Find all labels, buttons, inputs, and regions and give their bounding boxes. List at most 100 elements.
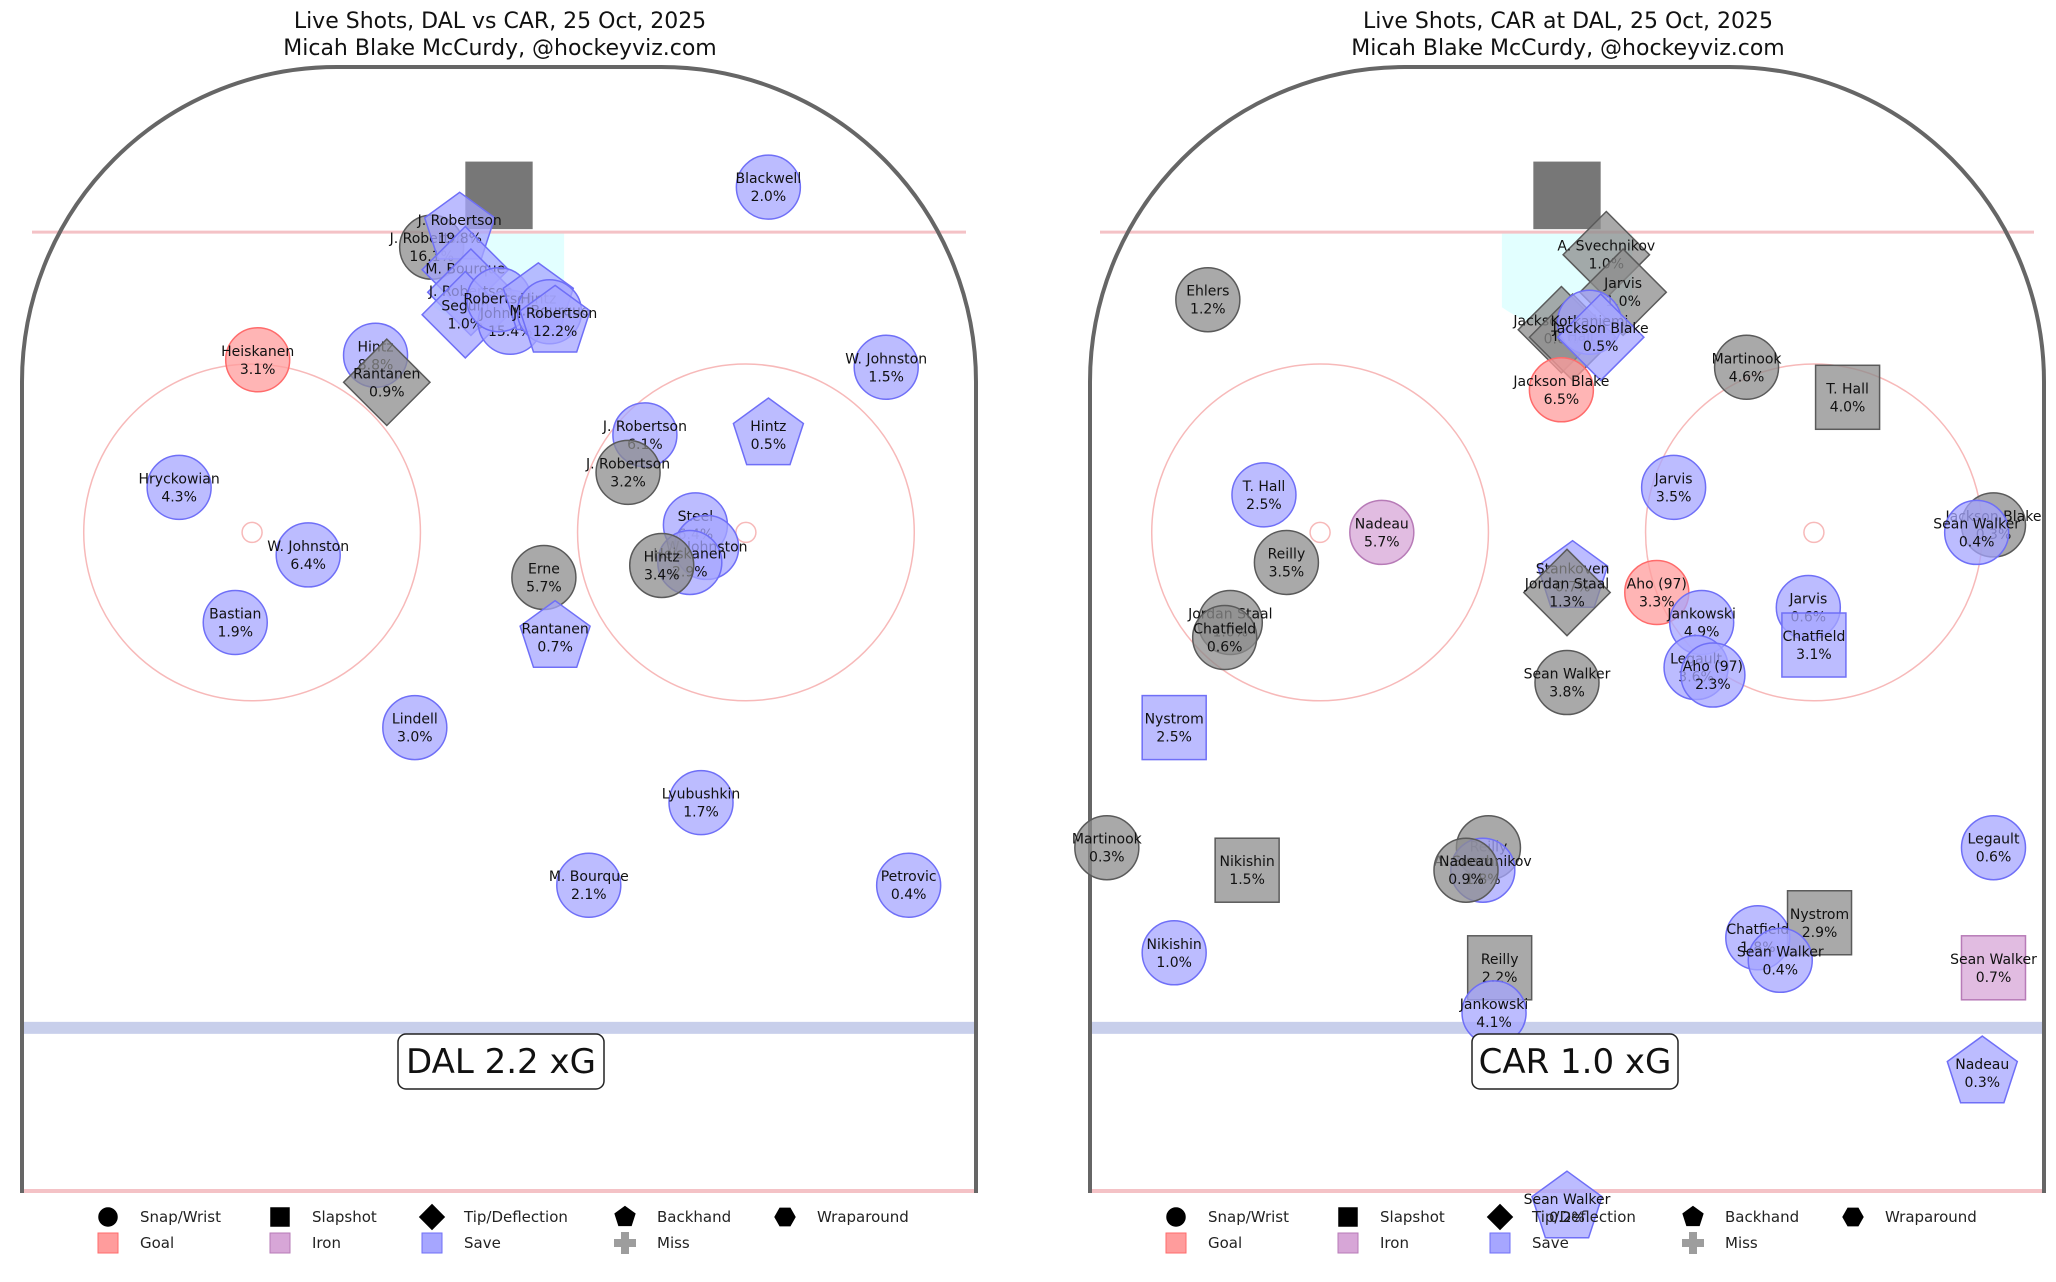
shot-player-label: Jackson Blake bbox=[1512, 374, 1609, 390]
shot-37: Sean Walker 0.7% bbox=[1950, 935, 2037, 1001]
shot-36: Sean Walker 0.4% bbox=[1737, 927, 1824, 994]
shot-player-label: Martinook bbox=[1712, 351, 1783, 367]
legend-item-circle: Snap/Wrist bbox=[1166, 1207, 1289, 1227]
legend: Snap/Wrist Slapshot Tip/Deflection Backhand… bbox=[1165, 1203, 1977, 1254]
shot-xg-label: 5.7% bbox=[1364, 534, 1400, 550]
shot-xg-label: 3.1% bbox=[1796, 647, 1832, 663]
shot-player-label: M. Bourque bbox=[549, 869, 629, 885]
shot-player-label: Hintz bbox=[750, 419, 786, 435]
legend-label: Iron bbox=[1380, 1234, 1409, 1252]
shot-player-label: Sean Walker bbox=[1737, 944, 1824, 960]
chart-subtitle: Micah Blake McCurdy, @hockeyviz.com bbox=[283, 36, 716, 61]
shot-marker bbox=[146, 454, 212, 521]
shot-markers: J. Robertson16.1%J. Robertson19.8%M. Bou… bbox=[139, 154, 942, 918]
shot-28: Martinook 0.3% bbox=[1072, 814, 1143, 881]
shot-marker bbox=[1528, 357, 1595, 423]
shot-15: Reilly 3.5% bbox=[1253, 529, 1320, 596]
shot-player-label: J. Robertson bbox=[417, 213, 502, 229]
shot-32: Nadeau 0.9% bbox=[1433, 837, 1499, 903]
shot-player-label: Hryckowian bbox=[139, 471, 220, 487]
legend-item-square: Slapshot bbox=[270, 1207, 377, 1227]
shot-player-label: Sean Walker bbox=[1950, 952, 2037, 968]
plus-icon bbox=[1682, 1232, 1704, 1254]
shot-xg-label: 0.9% bbox=[369, 384, 405, 400]
legend-item-pentagon: Backhand bbox=[1682, 1205, 1799, 1227]
shot-player-label: J. Robertson bbox=[585, 456, 670, 472]
shot-13: Hryckowian 4.3% bbox=[139, 454, 220, 521]
shot-33: Legault 0.6% bbox=[1960, 814, 2027, 881]
shot-14: Nadeau 5.7% bbox=[1349, 499, 1415, 566]
shot-marker bbox=[1680, 642, 1746, 708]
chart-title: Live Shots, CAR at DAL, 25 Oct, 2025 bbox=[1363, 9, 1773, 34]
shot-xg-label: 1.5% bbox=[868, 369, 904, 385]
shot-player-label: W. Johnston bbox=[267, 539, 349, 555]
boards bbox=[20, 65, 978, 1193]
xg-total-label: CAR 1.0 xG bbox=[1479, 1042, 1672, 1082]
legend: Snap/Wrist Slapshot Tip/Deflection Backhand… bbox=[97, 1203, 909, 1254]
shot-18: W. Johnston 1.5% bbox=[845, 334, 927, 401]
shot-7: Ehlers 1.2% bbox=[1175, 266, 1241, 333]
goal-net bbox=[1533, 161, 1601, 230]
shot-29: Nikishin 1.5% bbox=[1214, 837, 1280, 903]
pentagon-icon bbox=[614, 1205, 636, 1227]
shot-xg-label: 1.7% bbox=[683, 805, 719, 821]
shot-marker bbox=[875, 852, 942, 918]
legend-label: Backhand bbox=[1725, 1208, 1799, 1226]
shot-xg-label: 3.1% bbox=[240, 362, 276, 378]
shot-41: Nadeau 0.3% bbox=[1946, 1035, 2019, 1104]
shot-player-label: Reilly bbox=[1481, 952, 1519, 968]
shot-28: Lyubushkin 1.7% bbox=[662, 769, 740, 836]
shot-player-label: T. Hall bbox=[1825, 381, 1869, 397]
shot-marker bbox=[1349, 499, 1415, 566]
shot-10: Jarvis 3.5% bbox=[1640, 454, 1707, 521]
shot-marker bbox=[275, 522, 341, 588]
shot-player-label: Aho (97) bbox=[1627, 576, 1687, 592]
shot-player-label: Nadeau bbox=[1355, 516, 1409, 532]
legend-label: Snap/Wrist bbox=[140, 1208, 221, 1226]
swatch-icon bbox=[1165, 1232, 1187, 1254]
shot-xg-label: 4.3% bbox=[161, 489, 197, 505]
shot-marker bbox=[1253, 529, 1320, 596]
shot-xg-label: 0.4% bbox=[1959, 534, 1995, 550]
shot-player-label: Jankowski bbox=[1666, 606, 1736, 622]
faceoff-circle-right bbox=[576, 363, 916, 702]
shot-xg-label: 0.5% bbox=[751, 437, 787, 453]
shot-player-label: Petrovic bbox=[881, 869, 937, 885]
shot-player-label: Jordan Staal bbox=[1524, 576, 1609, 592]
shot-player-label: Jarvis bbox=[1603, 276, 1642, 292]
shot-player-label: Heiskanen bbox=[221, 344, 294, 360]
shot-xg-label: 4.6% bbox=[1729, 369, 1765, 385]
shot-player-label: Chatfield bbox=[1782, 629, 1845, 645]
shot-30: Petrovic 0.4% bbox=[875, 852, 942, 918]
shot-marker bbox=[1522, 548, 1612, 637]
legend-label: Goal bbox=[1208, 1234, 1242, 1252]
faceoff-dot bbox=[241, 521, 263, 544]
shot-xg-label: 4.0% bbox=[1830, 399, 1866, 415]
swatch-icon bbox=[1337, 1232, 1359, 1254]
xg-total-box: CAR 1.0 xG bbox=[1471, 1033, 1679, 1090]
shot-player-label: Rantanen bbox=[353, 366, 420, 382]
shot-xg-label: 3.8% bbox=[1549, 685, 1585, 701]
shot-marker bbox=[1531, 1170, 1603, 1239]
legend-label: Iron bbox=[312, 1234, 341, 1252]
shot-player-label: W. Johnston bbox=[845, 351, 927, 367]
legend-label: Save bbox=[1532, 1234, 1569, 1252]
shot-xg-label: 3.3% bbox=[1639, 594, 1675, 610]
shot-xg-label: 0.5% bbox=[1583, 339, 1619, 355]
legend-label: Snap/Wrist bbox=[1208, 1208, 1289, 1226]
legend-item-miss: Miss bbox=[614, 1232, 690, 1254]
shot-player-label: Lindell bbox=[392, 712, 438, 728]
shot-marker bbox=[853, 334, 919, 401]
shot-marker bbox=[342, 338, 432, 427]
shot-xg-label: 3.4% bbox=[644, 567, 680, 583]
legend-item-goal: Goal bbox=[97, 1232, 174, 1254]
shot-player-label: Reilly bbox=[1268, 546, 1306, 562]
shot-xg-label: 3.2% bbox=[610, 474, 646, 490]
shot-5: Jackson Blake 0.5% bbox=[1552, 292, 1649, 382]
shot-marker bbox=[1640, 454, 1707, 521]
shot-27: Nystrom 2.5% bbox=[1141, 694, 1207, 761]
faceoff-dot bbox=[1309, 521, 1331, 544]
rink-outline bbox=[20, 65, 978, 1193]
